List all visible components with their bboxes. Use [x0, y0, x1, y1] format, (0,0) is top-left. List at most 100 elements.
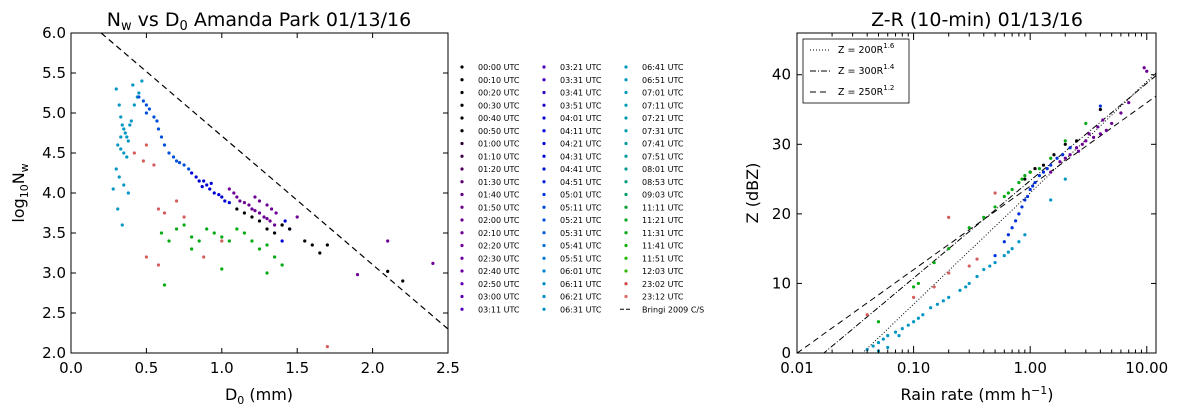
- scatter-point: [1002, 240, 1006, 244]
- legend-marker: [460, 116, 464, 120]
- scatter-point: [967, 226, 971, 230]
- scatter-point: [227, 187, 231, 191]
- legend-marker: [624, 65, 628, 69]
- legend-label: 06:01 UTC: [560, 267, 602, 276]
- scatter-point: [114, 87, 118, 91]
- scatter-point: [947, 247, 951, 251]
- scatter-point: [1061, 153, 1065, 157]
- legend-label: 02:10 UTC: [478, 229, 520, 238]
- y-tick-label: 10: [772, 274, 791, 292]
- scatter-point: [280, 223, 284, 227]
- legend-label: 03:31 UTC: [560, 76, 602, 85]
- scatter-point: [265, 203, 269, 207]
- scatter-point: [1017, 180, 1021, 185]
- legend-label: 07:41 UTC: [642, 140, 684, 149]
- scatter-point: [1068, 146, 1072, 150]
- scatter-point: [227, 201, 231, 205]
- scatter-point: [386, 269, 390, 273]
- scatter-point: [1037, 167, 1042, 171]
- scatter-point: [1033, 180, 1037, 185]
- scatter-point: [1045, 167, 1049, 171]
- legend-label: 01:20 UTC: [478, 165, 520, 174]
- chart2-frame: [796, 32, 1157, 354]
- legend-marker: [624, 78, 628, 82]
- scatter-point: [881, 337, 885, 341]
- scatter-point: [250, 239, 254, 243]
- scatter-point: [129, 119, 133, 123]
- scatter-point: [401, 279, 405, 283]
- scatter-point: [162, 143, 167, 147]
- chart2-legend: Z = 200R1.6 Z = 300R1.4 Z = 250R1.2: [802, 38, 910, 104]
- scatter-point: [250, 207, 254, 211]
- scatter-point: [114, 167, 118, 171]
- chart-z-r: Z-R (10-min) 01/13/16 0.01 0.10 1.00 10.000…: [743, 9, 1168, 404]
- scatter-point: [1006, 233, 1010, 237]
- legend-marker: [624, 269, 628, 273]
- scatter-point: [929, 306, 933, 310]
- scatter-point: [232, 191, 236, 195]
- scatter-point: [257, 247, 262, 251]
- scatter-point: [1025, 194, 1030, 199]
- scatter-point: [167, 151, 171, 155]
- scatter-point: [1110, 121, 1114, 126]
- legend-label: 05:11 UTC: [560, 203, 602, 212]
- scatter-point: [119, 135, 123, 139]
- scatter-point: [194, 175, 198, 179]
- legend-marker: [624, 116, 628, 120]
- scatter-point: [958, 288, 962, 292]
- scatter-point: [932, 260, 936, 265]
- scatter-point: [1098, 104, 1102, 108]
- scatter-point: [1049, 156, 1053, 160]
- scatter-point: [1063, 177, 1067, 181]
- scatter-point: [865, 313, 869, 317]
- legend-marker: [460, 282, 464, 286]
- scatter-point: [197, 179, 201, 183]
- scatter-point: [202, 255, 206, 259]
- scatter-point: [993, 205, 997, 209]
- scatter-point: [122, 183, 126, 187]
- legend-label: 00:00 UTC: [478, 63, 520, 72]
- legend-label: 00:10 UTC: [478, 76, 520, 85]
- scatter-point: [131, 83, 135, 87]
- x-tick-label: 2.5: [436, 359, 460, 377]
- scatter-point: [1023, 177, 1027, 181]
- scatter-point: [171, 155, 176, 159]
- scatter-point: [1098, 107, 1102, 112]
- y-tick-label: 6.0: [42, 24, 66, 42]
- scatter-point: [152, 115, 156, 119]
- scatter-point: [238, 199, 242, 203]
- legend-marker: [542, 218, 546, 222]
- scatter-point: [209, 181, 213, 185]
- scatter-point: [1006, 250, 1010, 254]
- legend-label: 03:00 UTC: [478, 293, 520, 302]
- scatter-point: [1068, 153, 1072, 157]
- legend-marker: [624, 129, 628, 133]
- legend-marker: [460, 154, 464, 158]
- legend-marker: [460, 307, 464, 311]
- legend-marker: [542, 90, 546, 95]
- legend-marker: [460, 141, 464, 146]
- scatter-point: [1023, 198, 1027, 202]
- scatter-point: [1084, 139, 1088, 143]
- scatter-point: [947, 271, 951, 275]
- chart1-title: Nw vs D0 Amanda Park 01/13/16: [107, 9, 411, 34]
- scatter-point: [386, 239, 390, 243]
- legend-marker: [460, 78, 464, 82]
- legend-marker: [460, 167, 464, 171]
- scatter-point: [1031, 184, 1035, 188]
- scatter-point: [156, 127, 161, 131]
- legend-marker: [460, 90, 464, 95]
- scatter-point: [152, 163, 156, 167]
- scatter-point: [1096, 125, 1100, 129]
- scatter-point: [1142, 66, 1146, 70]
- y-tick-label: 5.5: [42, 64, 66, 82]
- legend-marker: [624, 154, 628, 158]
- legend-marker: [460, 269, 464, 273]
- scatter-point: [187, 167, 191, 171]
- zr-relation-curve: [861, 72, 1156, 353]
- scatter-point: [916, 316, 921, 320]
- scatter-point: [128, 123, 132, 127]
- legend-label: 03:41 UTC: [560, 89, 602, 98]
- scatter-point: [272, 231, 277, 235]
- scatter-point: [993, 260, 997, 265]
